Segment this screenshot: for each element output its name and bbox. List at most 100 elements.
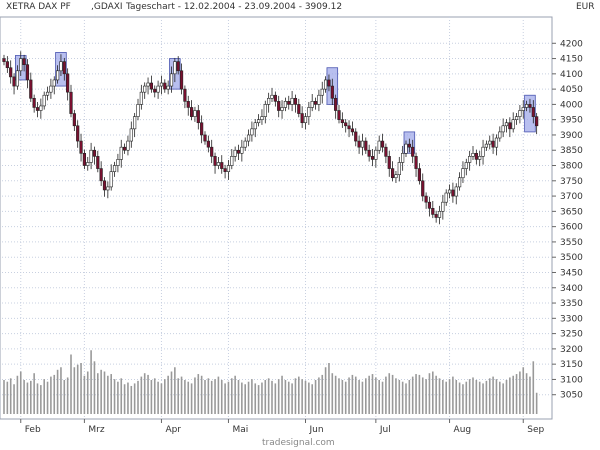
candle-body [360, 140, 365, 148]
symbol-label: ,GDAXI [91, 2, 123, 12]
y-tick-label-4000: 4000 [560, 100, 583, 110]
candle-body [374, 149, 378, 160]
candle-body [347, 125, 351, 130]
y-tick-label-3200: 3200 [560, 345, 583, 355]
y-tick-label-3450: 3450 [560, 268, 583, 278]
candle-body [514, 116, 519, 120]
candle-body [421, 180, 425, 197]
candle-body [59, 61, 63, 72]
candle-body [471, 152, 475, 157]
candle-body [424, 195, 428, 203]
candle-body [119, 146, 123, 160]
y-tick-label-3700: 3700 [560, 192, 583, 202]
candle-body [179, 70, 184, 90]
candle-body [337, 110, 341, 120]
candle-body [511, 119, 515, 130]
candle-body [277, 101, 281, 111]
y-tick-label-3950: 3950 [560, 116, 583, 126]
candle-body [42, 94, 46, 107]
candle-body [444, 192, 448, 203]
candle-body [387, 156, 391, 169]
candle-body [313, 101, 318, 105]
candle-body [531, 107, 535, 117]
candle-body [454, 186, 458, 197]
candle-body [159, 82, 164, 87]
candle-body [300, 113, 304, 124]
candle-body [270, 94, 274, 99]
candle-body [76, 125, 80, 142]
candle-body [390, 168, 395, 179]
y-tick-label-4200: 4200 [560, 39, 583, 49]
candle-body [330, 85, 334, 99]
candle-body [293, 97, 298, 105]
instrument-label: XETRA DAX PF [6, 2, 71, 12]
candle-body [139, 91, 143, 105]
candle-body [196, 110, 200, 124]
candle-body [2, 58, 6, 62]
candle-body [126, 140, 130, 151]
candle-body [89, 149, 93, 163]
candle-body [498, 131, 502, 139]
candle-body [66, 73, 70, 93]
candle-body [206, 140, 210, 148]
candle-body [287, 101, 291, 105]
y-tick-label-3650: 3650 [560, 207, 583, 217]
candle-body [273, 94, 277, 102]
x-tick-label-aug: Aug [454, 425, 472, 435]
x-tick-label-mrz: Mrz [88, 425, 104, 435]
candle-body [407, 143, 411, 148]
candle-body [256, 119, 261, 124]
candle-body [494, 137, 499, 148]
candle-body [203, 134, 207, 142]
candle-body [52, 79, 56, 87]
candle-body [45, 91, 50, 96]
candle-body [250, 128, 254, 136]
candle-body [29, 79, 33, 99]
x-tick-label-jul: Jul [379, 425, 391, 435]
y-tick-label-3050: 3050 [560, 391, 583, 401]
candle-body [9, 67, 13, 78]
candle-body [263, 104, 267, 117]
candle-body [133, 116, 137, 130]
candle-body [55, 70, 60, 81]
candle-body [22, 58, 26, 65]
candle-body [370, 156, 375, 160]
candle-body [518, 110, 522, 117]
candle-body [320, 88, 324, 96]
x-axis: Feb Mrz Apr Mai Jun Jul Aug Sep [20, 419, 545, 435]
candle-body [5, 61, 9, 69]
y-tick-label-3800: 3800 [560, 162, 583, 172]
candle-body [535, 116, 539, 127]
candle-body [377, 140, 381, 151]
candle-body [99, 168, 103, 182]
candle-body [367, 149, 371, 157]
candle-body [62, 61, 66, 75]
candle-body [267, 97, 271, 105]
candle-body [364, 140, 368, 151]
candle-body [223, 168, 227, 172]
candle-body [401, 152, 405, 163]
candle-body [340, 119, 344, 124]
candle-body [12, 76, 16, 87]
candle-body [220, 162, 224, 169]
candle-body [290, 97, 294, 105]
candle-body [283, 101, 288, 108]
x-tick-label-apr: Apr [165, 425, 181, 435]
candle-body [414, 156, 418, 169]
candle-body [397, 162, 401, 175]
candle-body [344, 122, 348, 127]
candle-body [481, 146, 485, 157]
x-tick-label-jun: Jun [309, 425, 324, 435]
candle-body [246, 134, 251, 142]
candle-body [394, 174, 398, 179]
y-tick-label-3750: 3750 [560, 177, 583, 187]
candle-body [79, 140, 83, 154]
y-tick-label-3300: 3300 [560, 314, 583, 324]
y-tick-label-4050: 4050 [560, 85, 583, 95]
candle-body [136, 104, 140, 117]
candle-body [183, 88, 187, 102]
candle-body [441, 201, 445, 212]
candle-body [357, 140, 361, 148]
